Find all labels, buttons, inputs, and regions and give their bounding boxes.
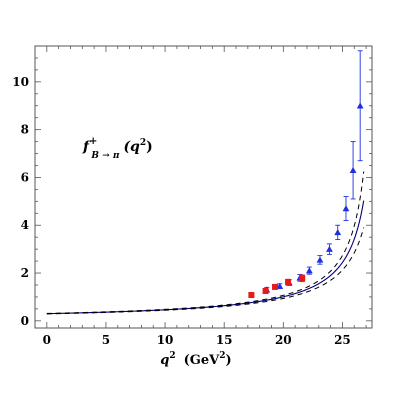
x-tick-label: 25: [334, 333, 351, 347]
y-tick-label: 2: [21, 266, 29, 280]
central-curve: [46, 200, 365, 315]
y-tick-label: 0: [21, 314, 29, 328]
y-tick-label: 8: [21, 123, 29, 137]
axes-frame: [34, 45, 373, 329]
x-tick-label: 5: [102, 333, 110, 347]
annotation-sub: B → π: [90, 151, 119, 161]
x-tick-label: 20: [275, 333, 292, 347]
y-tick-label: 10: [12, 75, 29, 89]
data-point-square: [272, 283, 279, 290]
x-axis-label-main: q: [160, 353, 169, 368]
x-tick-label: 15: [216, 333, 233, 347]
data-point-square: [248, 292, 255, 299]
x-tick-label: 0: [43, 333, 51, 347]
annotation-sup: +: [89, 136, 97, 147]
data-points-layer: [248, 50, 364, 299]
x-axis-label: q2 (GeV2): [160, 351, 231, 368]
data-point-triangle: [276, 282, 284, 289]
data-point-triangle: [349, 166, 357, 173]
y-tick-label: 6: [21, 170, 29, 184]
data-point-square: [285, 279, 292, 286]
data-point-triangle: [326, 245, 333, 252]
annotation-arg: (q: [123, 139, 140, 155]
x-axis-label-unitsup: 2: [219, 351, 225, 361]
data-point-square: [262, 287, 269, 294]
data-point-triangle: [356, 102, 364, 109]
data-point-triangle: [342, 205, 350, 212]
x-axis-label-unitend: ): [226, 353, 232, 368]
data-point-square: [299, 275, 306, 282]
annotation-argsup: 2: [140, 138, 146, 148]
band-curve-2: [46, 227, 365, 315]
data-point-triangle: [305, 267, 313, 274]
axis-ticks: 0 5 10 15 20 25 0 2 4 6 8 10: [12, 45, 372, 347]
curves-layer: [46, 171, 365, 315]
annotation-argend: ): [146, 139, 153, 155]
annotation-main: f: [82, 139, 92, 155]
plot-frame: [34, 45, 373, 329]
x-axis-label-sup: 2: [169, 351, 175, 361]
y-tick-label: 4: [21, 218, 29, 232]
data-point-triangle: [334, 229, 342, 236]
band-curve-1: [46, 171, 365, 314]
chart-annotation: f+ B → π (q2): [82, 136, 153, 161]
x-tick-label: 10: [157, 333, 174, 347]
data-point-triangle: [316, 256, 324, 263]
x-axis-label-unit: (GeV: [184, 353, 221, 368]
